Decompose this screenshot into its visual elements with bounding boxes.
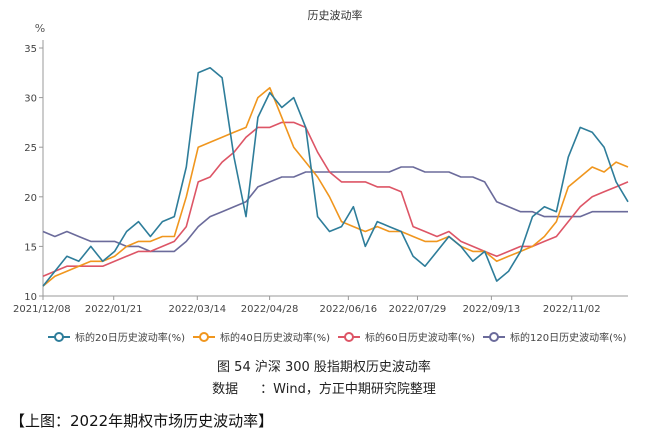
series-line bbox=[42, 86, 629, 287]
series-line bbox=[42, 121, 629, 277]
series-line bbox=[42, 166, 628, 253]
legend-swatch-marker bbox=[54, 332, 64, 342]
legend-swatch-marker bbox=[344, 332, 354, 342]
y-tick-label: 20 bbox=[24, 193, 37, 204]
x-tick-label: 2022/04/28 bbox=[241, 304, 299, 315]
y-tick-label: 30 bbox=[24, 94, 37, 105]
chart-title: 历史波动率 bbox=[308, 8, 363, 22]
x-tick-label: 2022/11/02 bbox=[543, 304, 601, 315]
axes: 10 15 20 25 30 35 2021/12/08 2022/01/21 2022/03/… bbox=[13, 40, 628, 315]
x-tick-label: 2022/03/14 bbox=[168, 304, 226, 315]
source-text: ：Wind，方正中期研究院整理 bbox=[260, 382, 436, 397]
legend: 标的20日历史波动率(%) 标的40日历史波动率(%) 标的60日历史波动率(%) 标… bbox=[48, 331, 626, 344]
legend-label: 标的60日历史波动率(%) bbox=[365, 331, 475, 344]
y-tick-label: 35 bbox=[24, 44, 37, 55]
source-line: 数据 ：Wind，方正中期研究院整理 bbox=[0, 378, 648, 397]
figure-caption: 图 54 沪深 300 股指期权历史波动率 bbox=[217, 360, 431, 375]
y-tick-label: 15 bbox=[24, 242, 37, 253]
x-tick-label: 2021/12/08 bbox=[13, 304, 71, 315]
series-lines bbox=[42, 67, 629, 287]
legend-label: 标的40日历史波动率(%) bbox=[220, 331, 330, 344]
x-tick-label: 2022/01/21 bbox=[85, 304, 143, 315]
y-axis-unit: % bbox=[35, 22, 45, 35]
x-tick-label: 2022/06/16 bbox=[320, 304, 378, 315]
legend-label: 标的120日历史波动率(%) bbox=[510, 331, 626, 344]
page-note: 【上图：2022年期权市场历史波动率】 bbox=[10, 412, 274, 430]
x-tick-label: 2022/07/29 bbox=[389, 304, 447, 315]
legend-label: 标的20日历史波动率(%) bbox=[75, 331, 185, 344]
legend-swatch-marker bbox=[489, 332, 499, 342]
series-line bbox=[42, 67, 629, 287]
legend-swatch-marker bbox=[199, 332, 209, 342]
y-tick-label: 25 bbox=[24, 143, 37, 154]
y-tick-label: 10 bbox=[24, 292, 37, 303]
x-tick-label: 2022/09/13 bbox=[463, 304, 521, 315]
chart: 历史波动率 % 10 15 20 25 30 35 2021/12/08 2022/01/21… bbox=[13, 8, 629, 344]
source-label: 数据 bbox=[212, 382, 239, 397]
